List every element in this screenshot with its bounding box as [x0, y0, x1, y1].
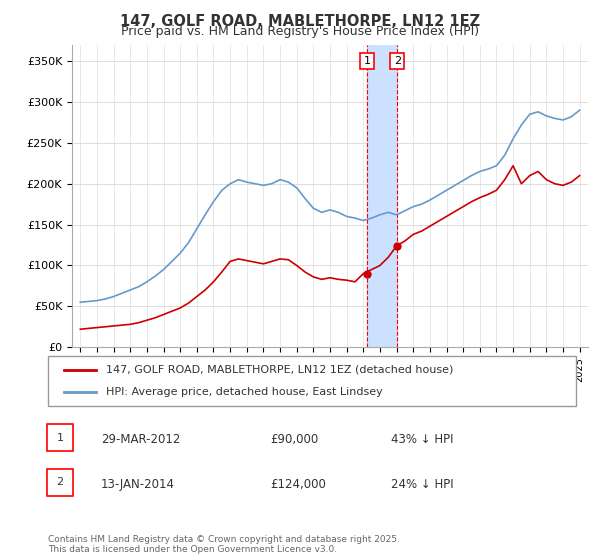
Text: Contains HM Land Registry data © Crown copyright and database right 2025.
This d: Contains HM Land Registry data © Crown c…: [48, 535, 400, 554]
Text: £124,000: £124,000: [270, 478, 326, 491]
Bar: [367, 45, 397, 347]
Text: 1: 1: [56, 433, 64, 443]
Text: 1: 1: [364, 56, 371, 66]
Text: 2: 2: [56, 478, 64, 488]
FancyBboxPatch shape: [47, 424, 73, 451]
Text: 147, GOLF ROAD, MABLETHORPE, LN12 1EZ: 147, GOLF ROAD, MABLETHORPE, LN12 1EZ: [120, 14, 480, 29]
Text: HPI: Average price, detached house, East Lindsey: HPI: Average price, detached house, East…: [106, 387, 383, 397]
Text: £90,000: £90,000: [270, 433, 318, 446]
Text: 2: 2: [394, 56, 401, 66]
Text: Price paid vs. HM Land Registry's House Price Index (HPI): Price paid vs. HM Land Registry's House …: [121, 25, 479, 38]
FancyBboxPatch shape: [47, 469, 73, 496]
Text: 13-JAN-2014: 13-JAN-2014: [101, 478, 175, 491]
Text: 24% ↓ HPI: 24% ↓ HPI: [391, 478, 454, 491]
Text: 147, GOLF ROAD, MABLETHORPE, LN12 1EZ (detached house): 147, GOLF ROAD, MABLETHORPE, LN12 1EZ (d…: [106, 365, 454, 375]
Text: 43% ↓ HPI: 43% ↓ HPI: [391, 433, 454, 446]
Text: 29-MAR-2012: 29-MAR-2012: [101, 433, 180, 446]
FancyBboxPatch shape: [48, 356, 576, 406]
